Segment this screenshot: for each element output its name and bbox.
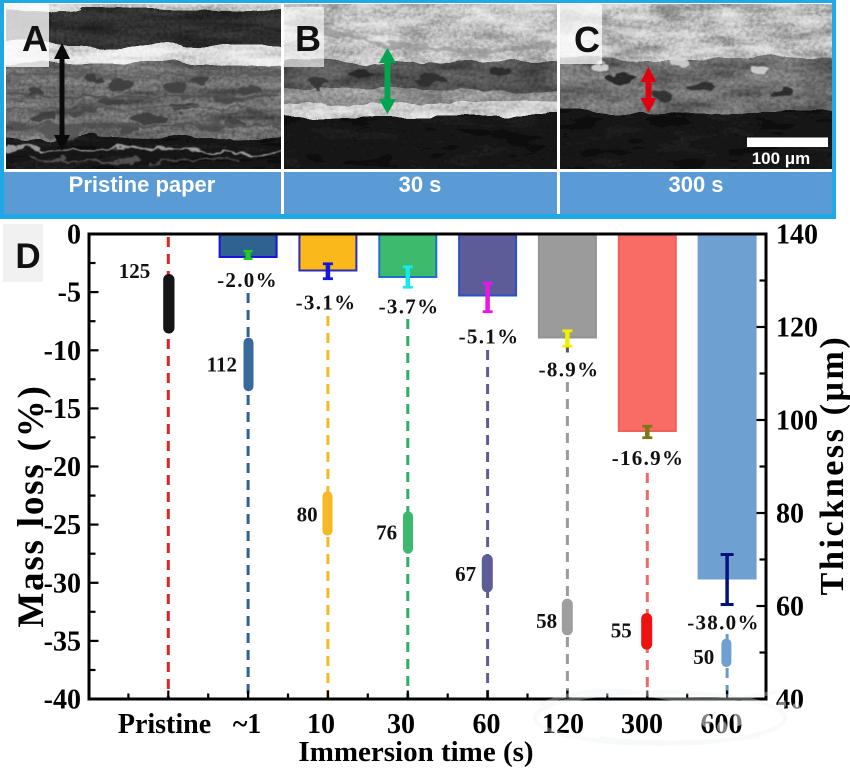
svg-text:55: 55 (611, 619, 632, 643)
svg-text:50: 50 (693, 645, 714, 669)
svg-text:58: 58 (536, 609, 557, 633)
svg-text:100: 100 (776, 406, 818, 437)
svg-text:120: 120 (542, 709, 584, 740)
svg-text:-35: -35 (44, 626, 81, 657)
svg-text:120: 120 (776, 313, 818, 344)
svg-text:112: 112 (207, 353, 237, 377)
svg-text:B: B (295, 18, 321, 59)
svg-text:-25: -25 (44, 510, 81, 541)
svg-text:30 s: 30 s (399, 172, 442, 197)
svg-text:D: D (15, 237, 40, 276)
svg-text:-8.9%: -8.9% (539, 358, 600, 382)
svg-text:-20: -20 (44, 452, 81, 483)
svg-text:0: 0 (67, 220, 81, 251)
svg-text:67: 67 (455, 562, 476, 586)
svg-text:80: 80 (297, 503, 318, 527)
svg-text:-10: -10 (44, 336, 81, 367)
svg-text:300 s: 300 s (668, 172, 723, 197)
svg-text:10: 10 (307, 709, 335, 740)
svg-text:Immersion time (s): Immersion time (s) (298, 736, 533, 768)
svg-text:-5: -5 (58, 278, 81, 309)
svg-text:-38.0%: -38.0% (687, 611, 760, 635)
svg-text:100 μm: 100 μm (752, 149, 811, 168)
svg-text:-30: -30 (44, 568, 81, 599)
svg-text:60: 60 (473, 709, 501, 740)
svg-text:-16.9%: -16.9% (612, 446, 685, 470)
svg-text:60: 60 (776, 592, 804, 623)
svg-text:30: 30 (387, 709, 415, 740)
svg-text:125: 125 (119, 259, 151, 283)
svg-text:300: 300 (621, 709, 663, 740)
svg-text:80: 80 (776, 499, 804, 530)
svg-text:~1: ~1 (233, 709, 262, 740)
svg-text:-15: -15 (44, 394, 81, 425)
svg-text:-5.1%: -5.1% (459, 325, 520, 349)
svg-text:Pristine: Pristine (118, 709, 211, 740)
svg-text:140: 140 (776, 220, 818, 251)
svg-text:76: 76 (376, 521, 397, 545)
svg-text:Mass loss (%): Mass loss (%) (11, 384, 52, 627)
svg-text:C: C (574, 19, 600, 60)
svg-text:Pristine paper: Pristine paper (69, 172, 216, 197)
svg-text:-2.0%: -2.0% (217, 268, 278, 292)
svg-text:Thickness (μm): Thickness (μm) (814, 335, 850, 596)
svg-text:A: A (22, 18, 48, 59)
svg-text:-3.7%: -3.7% (379, 295, 440, 319)
svg-text:-3.1%: -3.1% (296, 291, 357, 315)
svg-text:-40: -40 (44, 685, 81, 716)
